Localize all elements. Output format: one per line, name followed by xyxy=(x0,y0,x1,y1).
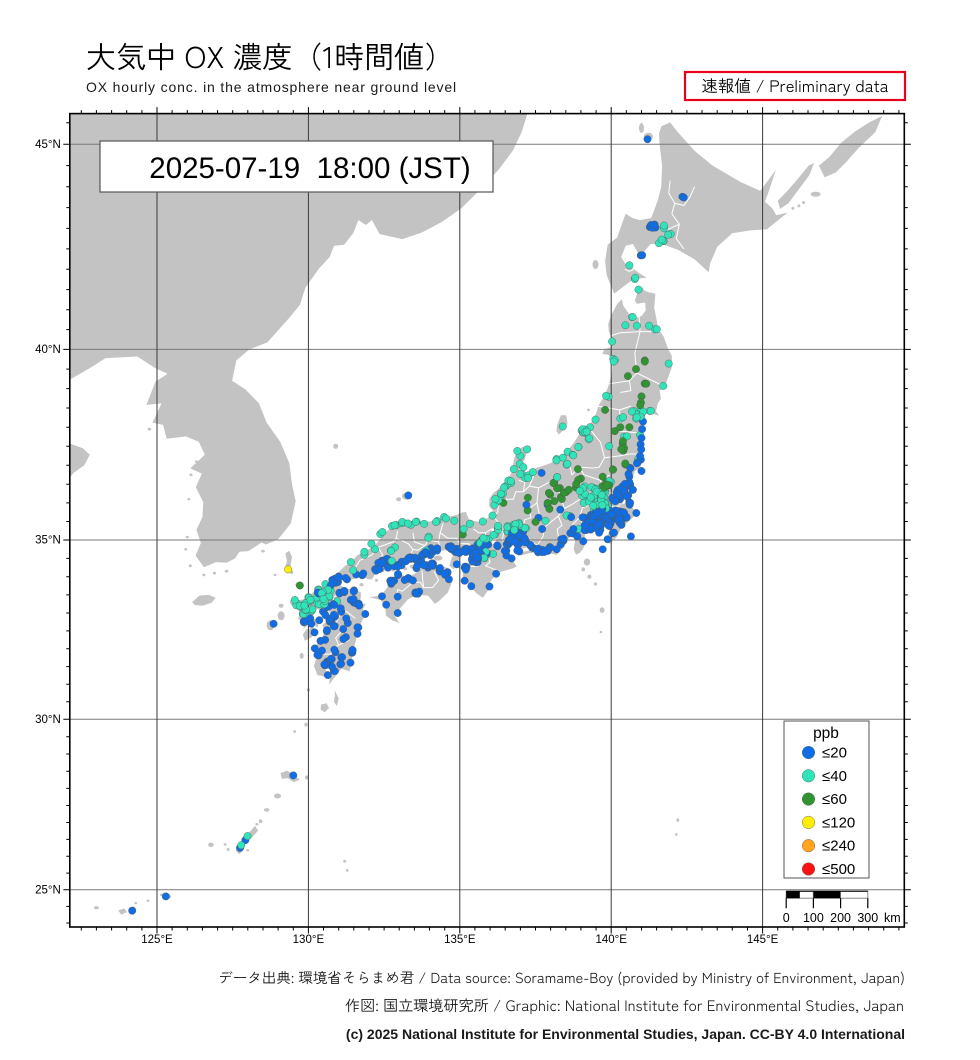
svg-text:125°E: 125°E xyxy=(141,934,173,946)
svg-text:100: 100 xyxy=(803,911,824,925)
svg-text:135°E: 135°E xyxy=(444,934,476,946)
svg-text:ppb: ppb xyxy=(813,725,839,742)
svg-text:45°N: 45°N xyxy=(35,139,61,151)
svg-text:300: 300 xyxy=(857,911,878,925)
svg-text:30°N: 30°N xyxy=(35,714,61,726)
svg-text:(c) 2025 National Institute fo: (c) 2025 National Institute for Environm… xyxy=(346,1026,905,1042)
svg-text:25°N: 25°N xyxy=(35,884,61,896)
svg-text:≤20: ≤20 xyxy=(822,745,847,762)
svg-text:≤240: ≤240 xyxy=(822,838,855,855)
svg-text:145°E: 145°E xyxy=(747,934,779,946)
svg-text:2025-07-19 18:00 (JST): 2025-07-19 18:00 (JST) xyxy=(149,152,470,185)
svg-text:200: 200 xyxy=(830,911,851,925)
svg-text:≤60: ≤60 xyxy=(822,791,847,808)
svg-text:0: 0 xyxy=(783,911,790,925)
svg-text:km: km xyxy=(884,911,901,925)
svg-text:≤500: ≤500 xyxy=(822,861,855,878)
svg-text:≤120: ≤120 xyxy=(822,814,855,831)
svg-text:≤40: ≤40 xyxy=(822,768,847,785)
svg-text:140°E: 140°E xyxy=(595,934,627,946)
svg-text:OX hourly conc. in the atmosph: OX hourly conc. in the atmosphere near g… xyxy=(86,79,457,95)
svg-text:35°N: 35°N xyxy=(35,535,61,547)
svg-text:130°E: 130°E xyxy=(293,934,325,946)
svg-text:40°N: 40°N xyxy=(35,344,61,356)
